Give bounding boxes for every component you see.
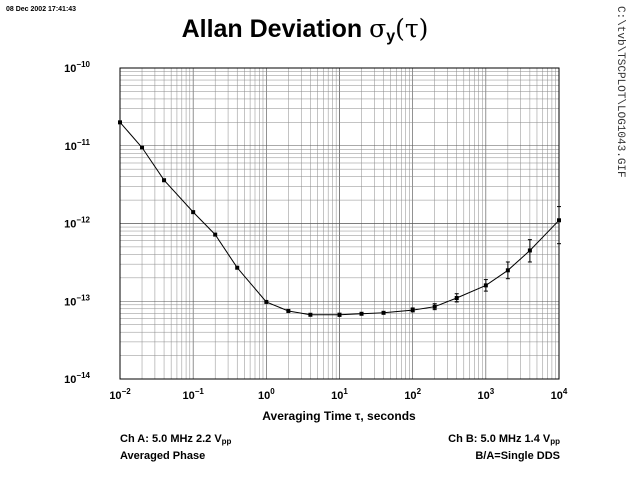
channel-a-line1: Ch A: 5.0 MHz 2.2 V [120,433,222,445]
y-tick-labels: 10−14 10−13 10−12 10−11 10−10 [64,60,90,386]
x-tick-label: 10−1 [182,387,204,402]
x-tick-label: 103 [477,387,494,402]
x-tick-label: 100 [258,387,275,402]
data-point [191,210,196,215]
channel-a-info: Ch A: 5.0 MHz 2.2 Vpp Averaged Phase [120,432,231,463]
x-tick-labels: 10−2 10−1 100 101 102 103 104 [109,387,568,402]
y-tick-label: 10−12 [64,216,90,231]
title-tau: (τ) [395,14,429,43]
data-series [118,120,561,317]
data-point [140,145,145,150]
channel-a-line2: Averaged Phase [120,450,206,462]
y-tick-label: 10−11 [65,138,91,153]
x-tick-label: 104 [551,387,568,402]
data-point [235,265,240,270]
data-point [337,312,342,317]
y-tick-label: 10−10 [64,60,90,75]
data-point [483,283,488,288]
timestamp: 08 Dec 2002 17:41:43 [6,6,77,13]
data-point [381,310,386,315]
data-point [410,308,415,313]
title-text: Allan Deviation [181,15,370,43]
y-tick-label: 10−14 [64,371,90,386]
data-point [557,218,561,223]
x-tick-label: 102 [404,387,421,402]
channel-b-line1: Ch B: 5.0 MHz 1.4 V [448,433,551,445]
data-point [454,296,459,301]
chart-title: Allan Deviation σy(τ) [0,14,610,46]
data-point [308,312,313,317]
data-point [162,178,167,183]
file-path-label: C:\tvb\TSCPLOT\LOG1043.GIF [614,6,626,178]
channel-b-line2: B/A=Single DDS [475,450,560,462]
data-point [505,268,510,273]
x-tick-label: 10−2 [109,387,131,402]
channel-b-info: Ch B: 5.0 MHz 1.4 Vpp B/A=Single DDS [448,432,560,463]
x-tick-label: 101 [331,387,348,402]
title-subscript: y [386,28,396,45]
data-point [527,248,532,253]
grid-lines [119,67,560,380]
data-point [118,120,122,125]
data-point [286,308,291,313]
data-point [432,304,437,309]
x-axis-label: Averaging Time τ, seconds [262,409,416,423]
data-point [359,311,364,316]
y-tick-label: 10−13 [64,293,90,308]
data-point [264,299,269,304]
channel-b-vpp-sub: pp [550,437,560,446]
data-point [213,232,218,237]
channel-a-vpp-sub: pp [221,437,232,446]
title-sigma: σ [369,14,387,43]
